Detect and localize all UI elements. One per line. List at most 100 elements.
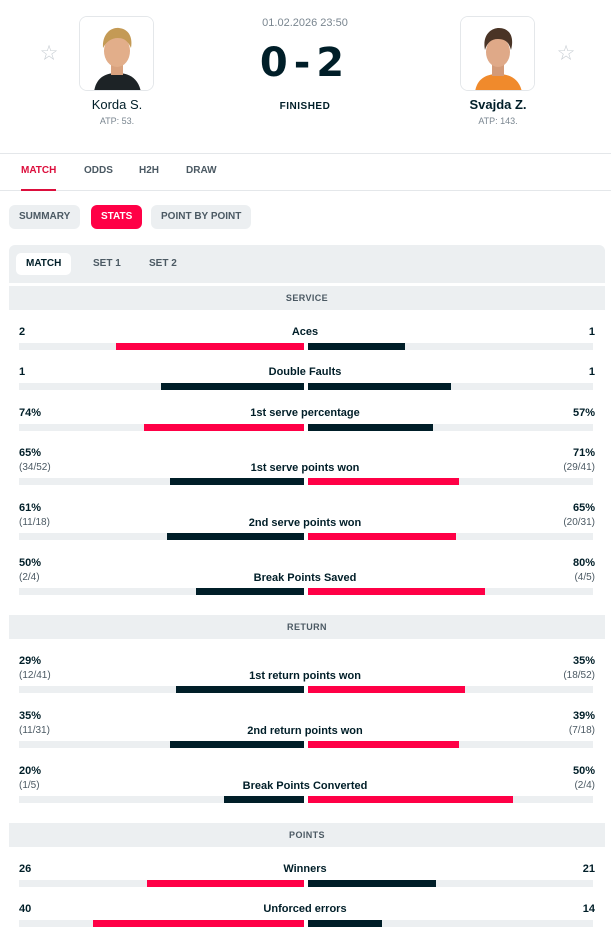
- away-stat-bar: [308, 383, 451, 390]
- home-stat-bar-track: [19, 383, 304, 390]
- stat-name: Winners: [283, 863, 327, 875]
- away-stat-bar-track: [308, 343, 593, 350]
- home-stat-bar-track: [19, 880, 304, 887]
- away-stat-bar-track: [308, 424, 593, 431]
- home-player-name[interactable]: Korda S.: [91, 97, 143, 112]
- home-stat-value: 61%: [19, 502, 42, 514]
- home-stat-bar: [161, 383, 304, 390]
- stat-name: 2nd return points won: [247, 725, 363, 737]
- home-stat-detail: (2/4): [19, 572, 40, 583]
- away-player-rank: ATP: 143.: [478, 116, 518, 126]
- stat-row: 50% 80% (2/4) (4/5) Break Points Saved: [0, 553, 611, 603]
- home-stat-bar: [167, 533, 304, 540]
- match-header: ☆ Korda S. ATP: 53. 01.02.2026 23:50 0-2…: [0, 0, 611, 154]
- home-stat-bar: [144, 424, 304, 431]
- home-stat-bar-track: [19, 588, 304, 595]
- away-stat-value: 57%: [572, 407, 595, 419]
- away-stat-detail: (20/31): [563, 517, 595, 528]
- stat-row: 61% 65% (11/18) (20/31) 2nd serve points won: [0, 498, 611, 548]
- stat-row: 65% 71% (34/52) (29/41) 1st serve points won: [0, 443, 611, 493]
- subtab-summary[interactable]: SUMMARY: [9, 205, 81, 229]
- away-stat-bar: [308, 920, 382, 927]
- home-stat-detail: (1/5): [19, 780, 40, 791]
- tab-draw[interactable]: DRAW: [186, 165, 217, 176]
- away-stat-value: 65%: [572, 502, 595, 514]
- home-stat-bar-track: [19, 920, 304, 927]
- stat-name: Double Faults: [268, 366, 342, 378]
- stat-name: 1st serve points won: [250, 462, 360, 474]
- stat-name: Break Points Saved: [253, 572, 357, 584]
- away-stat-value: 71%: [572, 447, 595, 459]
- home-stat-detail: (11/18): [19, 517, 50, 528]
- home-stat-bar-track: [19, 478, 304, 485]
- subtab-stats[interactable]: STATS: [91, 205, 143, 229]
- away-stat-value: 21: [582, 863, 595, 875]
- away-stat-detail: (29/41): [563, 462, 595, 473]
- star-icon[interactable]: ☆: [39, 41, 59, 65]
- home-player-rank: ATP: 53.: [99, 116, 135, 126]
- home-stat-value: 2: [19, 326, 26, 338]
- subtab-point-by-point[interactable]: POINT BY POINT: [151, 205, 252, 229]
- stat-name: Unforced errors: [263, 903, 347, 915]
- match-status: FINISHED: [279, 101, 331, 112]
- away-stat-value: 39%: [572, 710, 595, 722]
- away-stat-detail: (4/5): [574, 572, 595, 583]
- away-player-name[interactable]: Svajda Z.: [469, 97, 527, 112]
- home-stat-value: 40: [19, 903, 32, 915]
- away-stat-value: 50%: [572, 765, 595, 777]
- tab-h2h[interactable]: H2H: [139, 165, 160, 176]
- stat-row: 2 1 Aces: [0, 322, 611, 372]
- home-stat-bar: [224, 796, 304, 803]
- away-stat-value: 80%: [572, 557, 595, 569]
- away-stat-bar-track: [308, 741, 593, 748]
- away-stat-detail: (18/52): [563, 670, 595, 681]
- stat-name: Break Points Converted: [242, 780, 368, 792]
- stat-row: 29% 35% (12/41) (18/52) 1st return points wo…: [0, 651, 611, 701]
- away-stat-detail: (7/18): [568, 725, 595, 736]
- period-tab-match[interactable]: MATCH: [16, 253, 72, 275]
- period-tab-set-2[interactable]: SET 2: [149, 258, 177, 269]
- main-tabs: MATCH ODDS H2H DRAW: [0, 155, 611, 191]
- away-stat-value: 14: [582, 903, 595, 915]
- stat-row: 35% 39% (11/31) (7/18) 2nd return points won: [0, 706, 611, 756]
- home-stat-bar-track: [19, 686, 304, 693]
- away-stat-value: 1: [588, 366, 595, 378]
- home-stat-detail: (34/52): [19, 462, 51, 473]
- home-stat-value: 26: [19, 863, 32, 875]
- home-stat-bar: [93, 920, 304, 927]
- stat-row: 40 14 Unforced errors: [0, 899, 611, 941]
- stat-row: 1 1 Double Faults: [0, 362, 611, 412]
- section-header: POINTS: [9, 823, 605, 847]
- stat-name: 1st return points won: [249, 670, 361, 682]
- home-player-avatar[interactable]: [79, 16, 154, 91]
- stat-row: 74% 57% 1st serve percentage: [0, 403, 611, 453]
- away-stat-bar-track: [308, 383, 593, 390]
- away-stat-bar-track: [308, 920, 593, 927]
- away-player-avatar[interactable]: [460, 16, 535, 91]
- away-stat-value: 1: [588, 326, 595, 338]
- star-icon[interactable]: ☆: [556, 41, 576, 65]
- away-stat-bar-track: [308, 880, 593, 887]
- home-stat-value: 35%: [19, 710, 42, 722]
- home-stat-bar-track: [19, 424, 304, 431]
- match-datetime: 01.02.2026 23:50: [262, 17, 348, 29]
- tab-odds[interactable]: ODDS: [84, 165, 113, 176]
- home-stat-value: 65%: [19, 447, 42, 459]
- home-stat-bar: [196, 588, 304, 595]
- home-stat-bar-track: [19, 796, 304, 803]
- tab-match[interactable]: MATCH: [21, 155, 57, 191]
- stat-name: Aces: [291, 326, 319, 338]
- stat-row: 20% 50% (1/5) (2/4) Break Points Converted: [0, 761, 611, 811]
- home-stat-bar-track: [19, 343, 304, 350]
- stat-name: 2nd serve points won: [248, 517, 362, 529]
- home-stat-bar: [170, 741, 304, 748]
- away-stat-bar-track: [308, 478, 593, 485]
- period-tab-set-1[interactable]: SET 1: [93, 258, 121, 269]
- home-stat-value: 74%: [19, 407, 42, 419]
- home-stat-bar-track: [19, 533, 304, 540]
- home-stat-value: 50%: [19, 557, 42, 569]
- stat-name: 1st serve percentage: [250, 407, 360, 419]
- home-stat-value: 1: [19, 366, 26, 378]
- section-header: SERVICE: [9, 286, 605, 310]
- player-photo-icon: [461, 17, 534, 90]
